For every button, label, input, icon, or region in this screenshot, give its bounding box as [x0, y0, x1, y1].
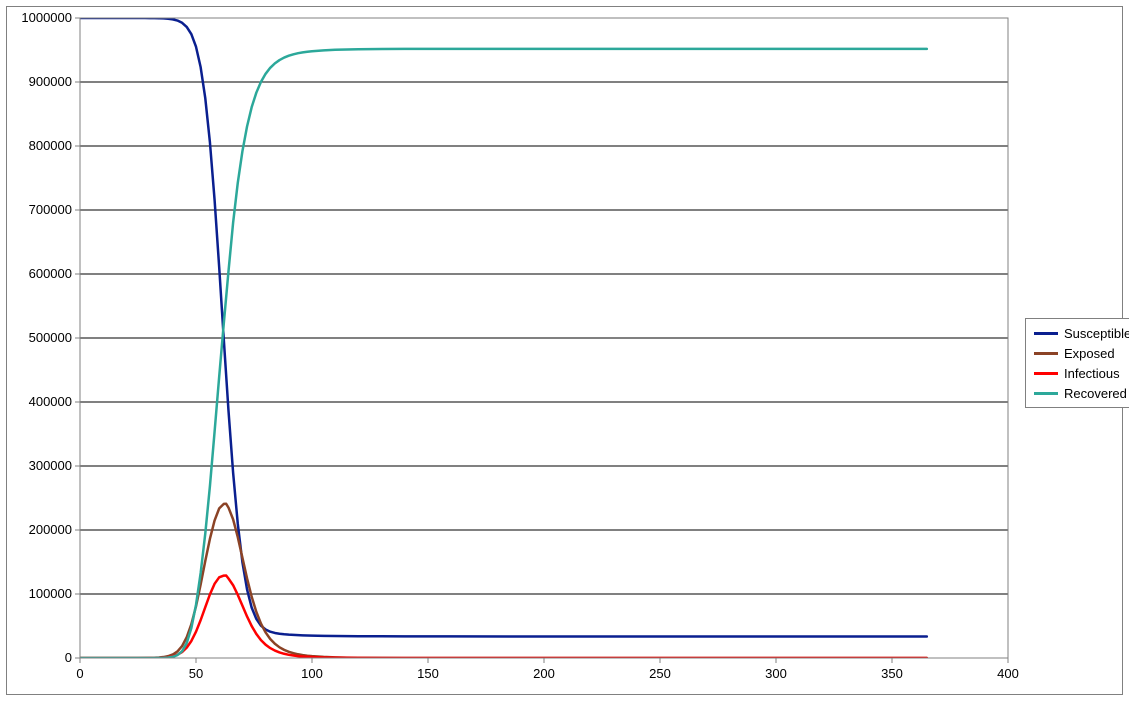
chart-svg — [0, 0, 1129, 701]
x-tick-label: 150 — [413, 666, 443, 681]
y-tick-label: 800000 — [29, 138, 72, 153]
legend-swatch — [1034, 332, 1058, 335]
y-tick-label: 1000000 — [21, 10, 72, 25]
legend-item: Recovered — [1034, 383, 1129, 403]
y-tick-label: 0 — [65, 650, 72, 665]
x-tick-label: 100 — [297, 666, 327, 681]
y-tick-label: 200000 — [29, 522, 72, 537]
legend-swatch — [1034, 352, 1058, 355]
y-tick-label: 100000 — [29, 586, 72, 601]
y-tick-label: 900000 — [29, 74, 72, 89]
x-tick-label: 0 — [65, 666, 95, 681]
legend: Susceptible Exposed Infectious Recovered — [1025, 318, 1129, 408]
y-tick-label: 600000 — [29, 266, 72, 281]
legend-label: Recovered — [1064, 386, 1127, 401]
y-tick-label: 300000 — [29, 458, 72, 473]
x-tick-label: 200 — [529, 666, 559, 681]
x-tick-label: 400 — [993, 666, 1023, 681]
legend-item: Infectious — [1034, 363, 1129, 383]
legend-swatch — [1034, 372, 1058, 375]
x-tick-label: 250 — [645, 666, 675, 681]
x-tick-label: 300 — [761, 666, 791, 681]
legend-label: Susceptible — [1064, 326, 1129, 341]
y-tick-label: 700000 — [29, 202, 72, 217]
legend-label: Infectious — [1064, 366, 1120, 381]
legend-item: Susceptible — [1034, 323, 1129, 343]
legend-label: Exposed — [1064, 346, 1115, 361]
x-tick-label: 350 — [877, 666, 907, 681]
y-tick-label: 400000 — [29, 394, 72, 409]
legend-swatch — [1034, 392, 1058, 395]
x-tick-label: 50 — [181, 666, 211, 681]
legend-item: Exposed — [1034, 343, 1129, 363]
y-tick-label: 500000 — [29, 330, 72, 345]
